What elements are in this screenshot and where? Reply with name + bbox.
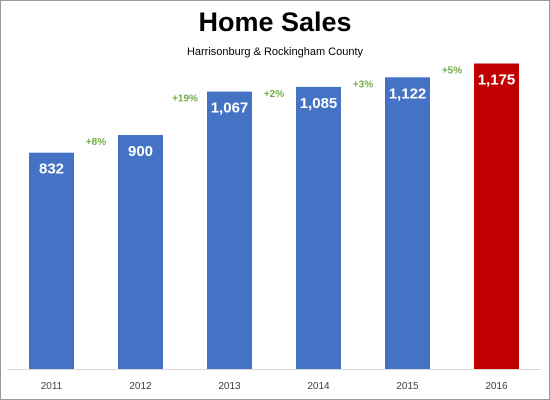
change-label: +2% <box>264 89 284 100</box>
x-tick-label: 2014 <box>307 381 330 392</box>
change-label: +5% <box>442 66 462 77</box>
bar-value-label: 832 <box>39 161 64 178</box>
change-label: +8% <box>86 137 106 148</box>
bar-value-label: 1,067 <box>211 100 249 117</box>
bar-value-label: 1,175 <box>478 72 516 89</box>
bar-2013 <box>207 91 252 369</box>
x-tick-label: 2012 <box>129 381 152 392</box>
x-tick-label: 2016 <box>485 381 508 392</box>
chart-subtitle: Harrisonburg & Rockingham County <box>186 46 364 58</box>
x-tick-label: 2013 <box>218 381 241 392</box>
bar-2015 <box>385 77 430 370</box>
change-label: +3% <box>353 79 373 90</box>
bar-value-label: 900 <box>128 143 153 160</box>
bar-value-label: 1,122 <box>389 85 427 102</box>
x-tick-label: 2015 <box>396 381 419 392</box>
chart-title: Home Sales <box>198 7 352 37</box>
bar-2011 <box>29 152 74 369</box>
bar-value-label: 1,085 <box>300 95 338 112</box>
bar-2016 <box>474 63 519 369</box>
x-tick-label: 2011 <box>41 381 63 392</box>
bar-2014 <box>296 86 341 370</box>
change-label: +19% <box>172 94 198 105</box>
bar-2012 <box>118 135 163 369</box>
